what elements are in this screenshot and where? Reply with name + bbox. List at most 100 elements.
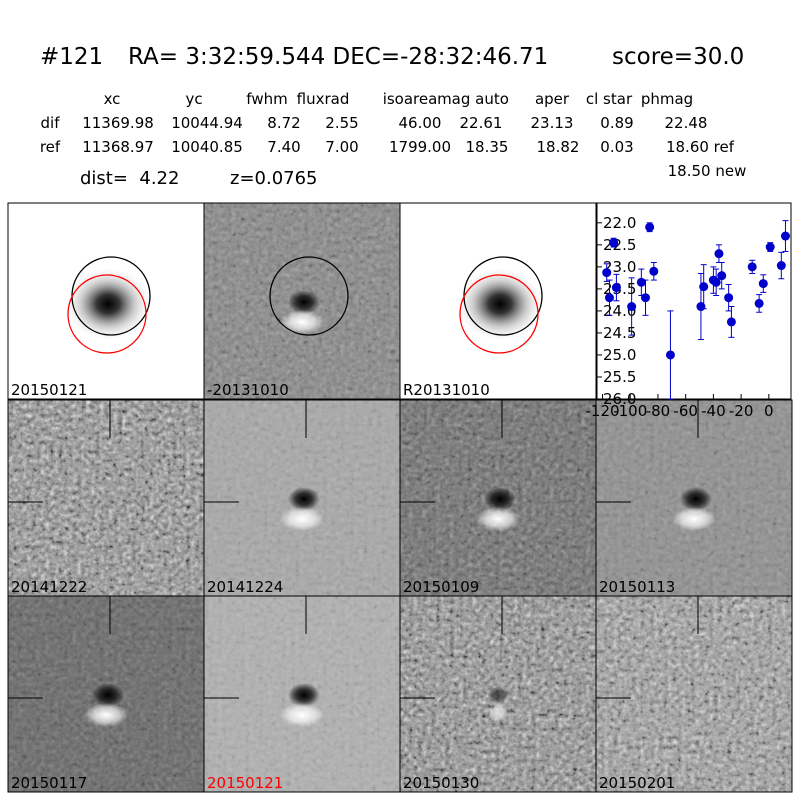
residual-bright <box>488 702 508 722</box>
point <box>714 249 724 259</box>
table-cell: 18.35 <box>466 138 509 156</box>
object-id: #121 <box>40 44 103 70</box>
panel-label: 20150113 <box>599 578 675 596</box>
aperture-circle <box>269 256 349 336</box>
residual-bright <box>672 507 716 531</box>
x-tick-label: 0 <box>764 402 774 420</box>
table-cell: 11369.98 <box>82 114 154 132</box>
point <box>780 231 790 241</box>
panel-label: 20150109 <box>403 578 479 596</box>
panel-label: 20150201 <box>599 774 675 792</box>
residual-dark <box>484 487 516 511</box>
table-cell: 18.82 <box>537 138 580 156</box>
x-tick-label: -60 <box>673 402 698 420</box>
table-cell: dif <box>41 114 61 132</box>
point <box>602 268 612 278</box>
y-tick-label: 25.5 <box>603 368 636 386</box>
point <box>609 238 619 248</box>
table-cell: 0.89 <box>600 114 633 132</box>
table-cell: 0.03 <box>600 138 633 156</box>
y-tick-label: 22.0 <box>603 214 636 232</box>
y-tick-label: 25.0 <box>603 346 636 364</box>
table-cell: ref <box>40 138 61 156</box>
table-cell: 7.00 <box>325 138 358 156</box>
residual-bright <box>280 310 324 334</box>
table-cell: 22.48 <box>665 114 708 132</box>
table-cell: 11368.97 <box>82 138 154 156</box>
image-noise <box>596 596 792 792</box>
residual-bright <box>476 507 520 531</box>
column-header: yc <box>185 90 202 108</box>
table-cell: 1799.00 <box>389 138 451 156</box>
point <box>711 277 721 287</box>
point <box>641 293 650 303</box>
residual-dark <box>680 487 712 511</box>
column-header: phmag <box>641 90 693 108</box>
panel-border <box>595 595 793 793</box>
y-tick-label: 26.0 <box>603 390 636 408</box>
panel-label: 20150121 <box>207 774 283 792</box>
panel-label: 20150121 <box>11 381 87 399</box>
x-tick-label: -120 <box>586 402 620 420</box>
y-tick-label: 24.5 <box>603 324 636 342</box>
table-cell: 8.72 <box>267 114 300 132</box>
point <box>758 279 768 289</box>
panel-label: 20141222 <box>11 578 87 596</box>
point <box>724 293 734 303</box>
point <box>604 293 614 303</box>
point <box>649 266 659 276</box>
point <box>611 283 621 293</box>
x-tick-label: -80 <box>646 402 671 420</box>
column-header: fluxrad <box>297 90 350 108</box>
aperture-circle <box>459 274 539 354</box>
table-cell: 7.40 <box>267 138 300 156</box>
point <box>699 282 709 292</box>
table-cell: 2.55 <box>325 114 358 132</box>
residual-dark <box>288 683 320 707</box>
panel-label: 20150130 <box>403 774 479 792</box>
redshift: z=0.0765 <box>230 168 318 189</box>
residual-bright <box>280 507 324 531</box>
column-header: cl star <box>586 90 633 108</box>
residual-bright <box>280 703 324 727</box>
residual-dark <box>92 683 124 707</box>
point <box>717 271 727 281</box>
column-header: mag auto <box>437 90 509 108</box>
y-tick-label: 22.5 <box>603 236 636 254</box>
column-header: isoarea <box>383 90 438 108</box>
table-cell: 22.61 <box>460 114 503 132</box>
table-cell: 10040.85 <box>171 138 243 156</box>
phmag-new: 18.50 new <box>668 162 747 180</box>
column-header: fwhm <box>246 90 287 108</box>
table-cell: 10044.94 <box>171 114 243 132</box>
y-tick-label: 23.0 <box>603 258 636 276</box>
panel-border <box>399 202 597 400</box>
residual-dark <box>487 686 509 704</box>
score: score=30.0 <box>612 44 744 70</box>
dist: dist= 4.22 <box>80 168 179 189</box>
panel-label: 20141224 <box>207 578 283 596</box>
residual-dark <box>288 290 320 314</box>
point <box>726 317 736 327</box>
coords: RA= 3:32:59.544 DEC=-28:32:46.71 <box>128 44 548 70</box>
galaxy <box>455 266 545 342</box>
residual-dark <box>288 487 320 511</box>
galaxy <box>63 266 153 342</box>
residual-bright <box>84 703 128 727</box>
point <box>754 298 764 308</box>
table-cell: 23.13 <box>531 114 574 132</box>
column-header: aper <box>535 90 570 108</box>
panel-label: -20131010 <box>207 381 289 399</box>
image-noise <box>8 400 204 596</box>
point <box>636 277 646 287</box>
x-tick-label: -40 <box>701 402 726 420</box>
point <box>665 350 675 360</box>
aperture-circle <box>67 274 147 354</box>
column-header: xc <box>104 90 121 108</box>
point <box>627 302 637 312</box>
point <box>645 222 655 232</box>
panel-label: 20150117 <box>11 774 87 792</box>
panel-label: R20131010 <box>403 381 490 399</box>
point <box>776 261 786 271</box>
